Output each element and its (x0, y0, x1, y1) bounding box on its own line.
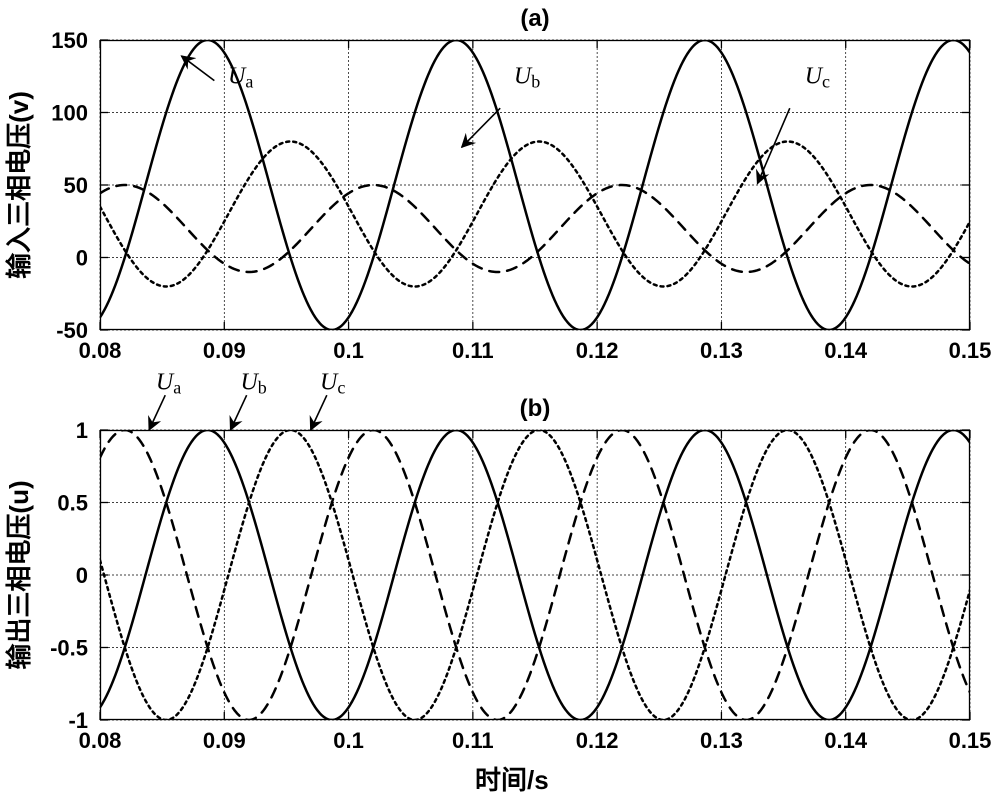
series-uc (100, 185, 970, 272)
panel-a: UaUbUc-500501001500.080.090.10.110.120.1… (100, 40, 970, 330)
ytick-label: 0.5 (57, 491, 88, 516)
xtick-label: 0.12 (576, 728, 619, 753)
xtick-label: 0.15 (949, 338, 992, 363)
arrow-uc (311, 395, 327, 430)
xtick-label: 0.12 (576, 338, 619, 363)
ytick-label: 100 (51, 101, 88, 126)
xtick-label: 0.08 (79, 728, 122, 753)
ytick-label: 0 (76, 563, 88, 588)
series-uc (100, 430, 970, 720)
chart-root: UaUbUc-500501001500.080.090.10.110.120.1… (0, 0, 1000, 790)
series-label-ub: Ub (240, 369, 266, 397)
xtick-label: 0.11 (452, 338, 494, 363)
ylabel-b: 输出三相电压(u) (4, 480, 34, 669)
arrow-ub (231, 395, 247, 430)
xtick-label: 0.14 (824, 338, 868, 363)
ytick-label: 150 (51, 28, 88, 53)
arrow-ua (149, 395, 165, 430)
xtick-label: 0.13 (700, 338, 743, 363)
series-label-ua: Ua (156, 369, 181, 397)
ytick-label: -0.5 (50, 636, 88, 661)
series-label-uc: Uc (805, 64, 830, 92)
xtick-label: 0.1 (333, 728, 364, 753)
xtick-label: 0.14 (824, 728, 868, 753)
ytick-label: 50 (64, 173, 88, 198)
series-label-ua: Ua (228, 64, 253, 92)
panel-title-a: (a) (520, 5, 549, 32)
xtick-label: 0.15 (949, 728, 992, 753)
ylabel-a: 输入三相电压(v) (4, 91, 34, 279)
arrow-ub (462, 108, 501, 147)
arrow-uc (757, 108, 789, 183)
xtick-label: 0.13 (700, 728, 743, 753)
series-ub (100, 142, 970, 287)
xtick-label: 0.09 (203, 728, 246, 753)
ytick-label: 0 (76, 246, 88, 271)
panel-b: UaUbUc-1-0.500.510.080.090.10.110.120.13… (100, 430, 970, 720)
xtick-label: 0.08 (79, 338, 122, 363)
panel-title-b: (b) (520, 395, 551, 422)
arrow-ua (181, 56, 214, 81)
xtick-label: 0.1 (333, 338, 364, 363)
xtick-label: 0.09 (203, 338, 246, 363)
xlabel: 时间/s (475, 760, 549, 797)
xtick-label: 0.11 (452, 728, 494, 753)
ytick-label: 1 (76, 418, 88, 443)
series-label-uc: Uc (320, 369, 345, 397)
series-label-ub: Ub (514, 64, 540, 92)
